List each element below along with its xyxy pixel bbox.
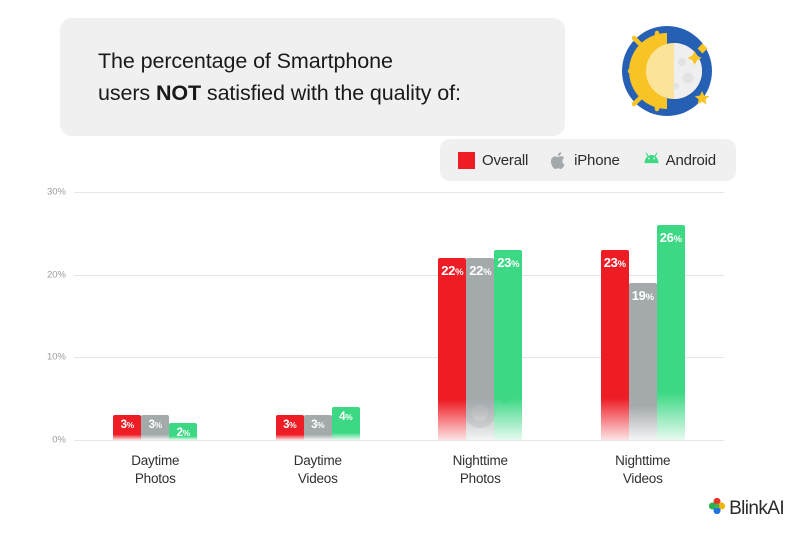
chart-x-axis-labels: Daytime Photos Daytime Videos Nighttime Photo… xyxy=(74,452,724,488)
gridline: 10% xyxy=(47,352,724,363)
bars: 22% 22% 23% xyxy=(438,192,523,440)
chart-legend: Overall iPhone xyxy=(440,139,736,181)
title-emphasis: NOT xyxy=(155,81,202,105)
bar-group: 3% 3% 2% xyxy=(74,192,237,440)
bar-android-4[interactable]: 26% xyxy=(656,225,685,440)
chart-plot-area: 0% 10% 20% 30% 3% 3% 2% 3% 3% 4% 22% 22% 23% 23% 19% 2… xyxy=(47,187,724,446)
legend-label-android: Android xyxy=(665,151,717,169)
android-robot-icon xyxy=(642,151,659,170)
legend-item-iphone[interactable]: iPhone xyxy=(550,151,620,170)
bars: 3% 3% 4% xyxy=(275,192,360,440)
gridline: 20% xyxy=(47,269,724,280)
red-square-icon xyxy=(458,151,475,169)
sun-moon-icon xyxy=(614,18,720,124)
title-card: The percentage of Smartphone users NOT s… xyxy=(60,18,565,136)
gridline: 0% xyxy=(52,435,724,446)
blinkai-flower-icon xyxy=(708,497,726,520)
bars: 3% 3% 2% xyxy=(113,192,198,440)
bar-overall-2[interactable]: 3% xyxy=(275,415,304,440)
bar-group: 23% 19% 26% xyxy=(562,192,725,440)
title-line-2-prefix: users xyxy=(98,81,156,105)
bar-android-3[interactable]: 23% xyxy=(494,249,523,440)
bar-value-label: 3% xyxy=(283,419,297,432)
y-axis-tick-label: 20% xyxy=(46,269,66,281)
bar-overall-3[interactable]: 22% xyxy=(438,258,467,440)
bar-value-label: 3% xyxy=(120,419,135,432)
y-axis-tick-label: 10% xyxy=(46,351,66,363)
bar-value-label: 22% xyxy=(441,263,464,279)
bar-iphone-4[interactable]: 19% xyxy=(628,282,657,440)
apple-logo-icon xyxy=(550,151,567,170)
legend-item-overall[interactable]: Overall xyxy=(458,151,529,169)
bar-overall-1[interactable]: 3% xyxy=(113,415,142,440)
bar-android-1[interactable]: 2% xyxy=(169,423,198,440)
page-title: The percentage of Smartphone users NOT s… xyxy=(60,45,461,109)
x-axis-label: Daytime Photos xyxy=(131,453,180,486)
y-axis-tick-label: 30% xyxy=(46,186,66,198)
bar-value-label: 3% xyxy=(148,419,163,432)
bar-iphone-1[interactable]: 3% xyxy=(141,415,170,440)
legend-item-android[interactable]: Android xyxy=(642,151,716,170)
bar-overall-4[interactable]: 23% xyxy=(600,249,629,440)
bar-value-label: 23% xyxy=(497,254,520,270)
bar-value-label: 22% xyxy=(469,263,492,279)
brand-logo: BlinkAI xyxy=(708,497,785,520)
bar-group: 22% 22% 23% xyxy=(399,192,562,440)
x-axis-label: Nighttime Photos xyxy=(452,453,508,486)
y-axis-tick-label: 0% xyxy=(52,434,66,446)
bars: 23% 19% 26% xyxy=(600,192,685,440)
bar-value-label: 26% xyxy=(659,230,682,246)
bar-value-label: 23% xyxy=(603,254,626,270)
bar-value-label: 3% xyxy=(311,419,325,432)
brand-name: BlinkAI xyxy=(729,497,785,519)
bar-group: 3% 3% 4% xyxy=(237,192,400,440)
x-axis-label: Nighttime Videos xyxy=(615,453,671,486)
bar-iphone-3[interactable]: 22% xyxy=(466,258,495,440)
chart-bar-groups: 3% 3% 2% 3% 3% 4% 22% 22% 23% 23% 19% 26% xyxy=(74,192,724,440)
x-axis-label: Daytime Videos xyxy=(293,453,342,486)
bar-iphone-2[interactable]: 3% xyxy=(303,415,332,440)
legend-label-overall: Overall xyxy=(482,151,529,169)
bar-value-label: 4% xyxy=(339,410,353,423)
bar-value-label: 19% xyxy=(631,287,654,303)
title-line-1: The percentage of Smartphone xyxy=(98,49,393,73)
bar-android-2[interactable]: 4% xyxy=(331,406,360,440)
title-line-2-suffix: satisfied with the quality of: xyxy=(201,81,461,105)
bar-value-label: 2% xyxy=(176,427,191,440)
legend-label-iphone: iPhone xyxy=(574,151,620,169)
gridline: 30% xyxy=(47,187,724,198)
